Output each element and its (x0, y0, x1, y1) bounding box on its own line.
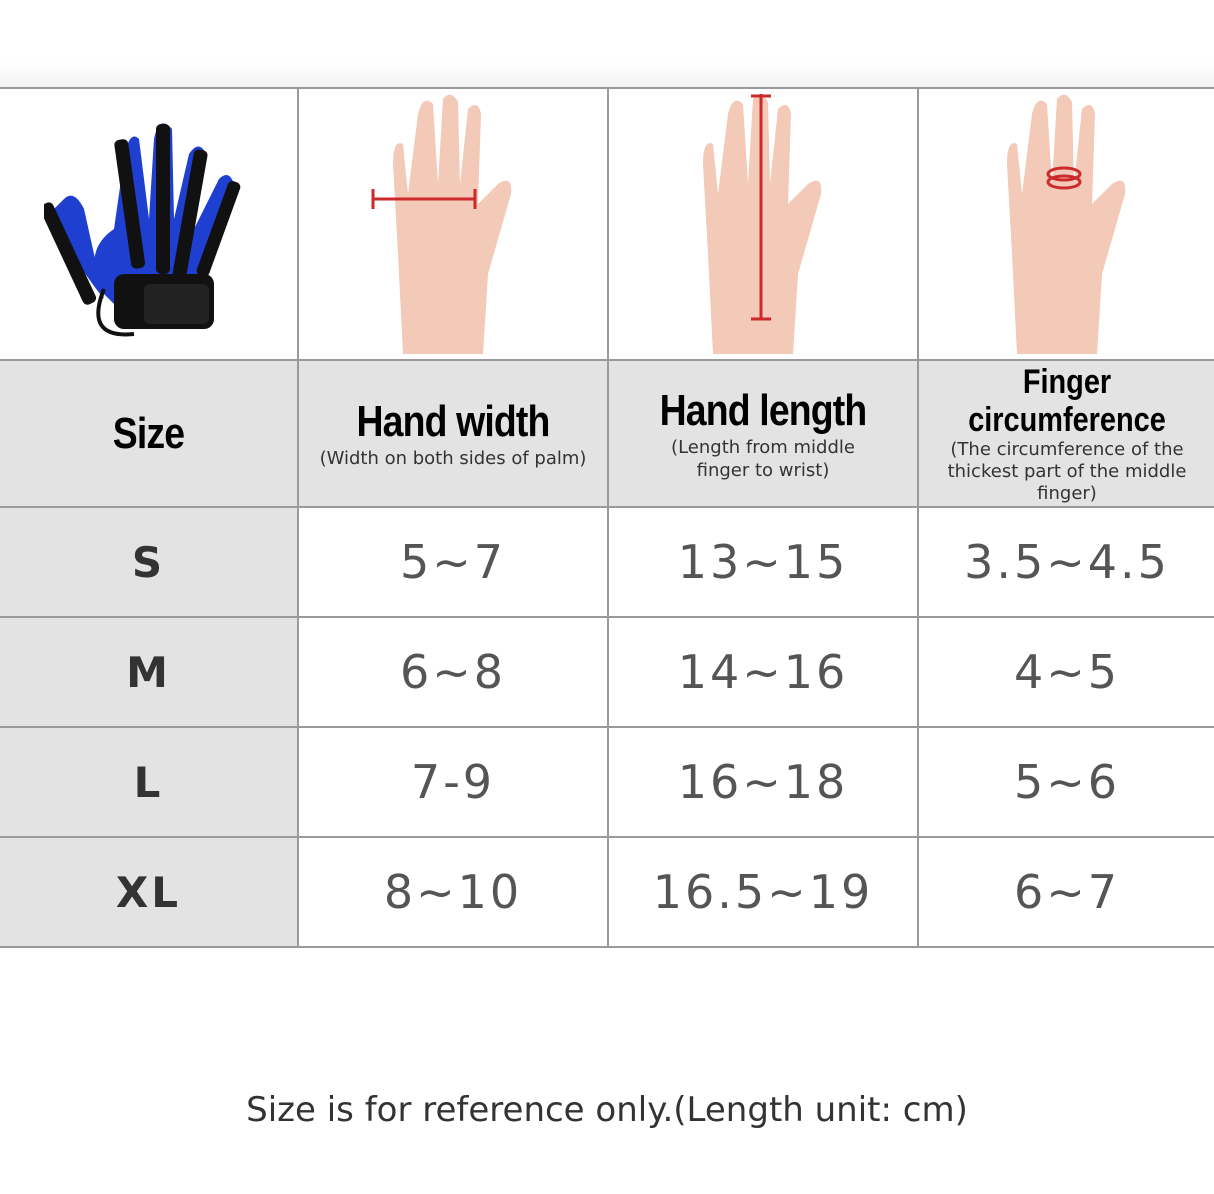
table-row: XL 8~10 16.5~19 6~7 (0, 836, 1214, 948)
table-row: S 5~7 13~15 3.5~4.5 (0, 506, 1214, 618)
finger-circumference-image-cell (917, 87, 1214, 361)
hand-width-image-cell (297, 87, 609, 361)
header-hand-width: Hand width (Width on both sides of palm) (297, 359, 609, 508)
image-row (0, 87, 1214, 361)
hand-width-cell: 7-9 (297, 726, 609, 838)
size-cell: L (0, 726, 299, 838)
size-cell: M (0, 616, 299, 728)
header-finger-circumference: Finger circumference (The circumference … (917, 359, 1214, 508)
size-cell: S (0, 506, 299, 618)
hand-length-diagram (703, 94, 822, 354)
finger-circumference-cell: 5~6 (917, 726, 1214, 838)
table-row: M 6~8 14~16 4~5 (0, 616, 1214, 728)
hand-length-cell: 16~18 (607, 726, 919, 838)
footer-note: Size is for reference only.(Length unit:… (246, 1090, 968, 1130)
finger-circumference-cell: 3.5~4.5 (917, 506, 1214, 618)
size-chart-table: Size Hand width (Width on both sides of … (0, 87, 1214, 948)
hand-width-diagram (371, 94, 512, 354)
hand-length-cell: 13~15 (607, 506, 919, 618)
hand-length-cell: 14~16 (607, 616, 919, 728)
finger-circumference-cell: 6~7 (917, 836, 1214, 948)
header-hand-length: Hand length (Length from middle finger t… (607, 359, 919, 508)
hand-width-cell: 8~10 (297, 836, 609, 948)
product-image-cell (0, 87, 299, 361)
header-row: Size Hand width (Width on both sides of … (0, 359, 1214, 508)
table-row: L 7-9 16~18 5~6 (0, 726, 1214, 838)
finger-circumference-cell: 4~5 (917, 616, 1214, 728)
size-cell: XL (0, 836, 299, 948)
header-size: Size (0, 359, 299, 508)
hand-width-cell: 6~8 (297, 616, 609, 728)
hand-width-cell: 5~7 (297, 506, 609, 618)
finger-circumference-diagram (1007, 94, 1126, 354)
hand-length-image-cell (607, 87, 919, 361)
glove-image (43, 123, 240, 337)
hand-length-cell: 16.5~19 (607, 836, 919, 948)
top-shade (0, 62, 1214, 88)
